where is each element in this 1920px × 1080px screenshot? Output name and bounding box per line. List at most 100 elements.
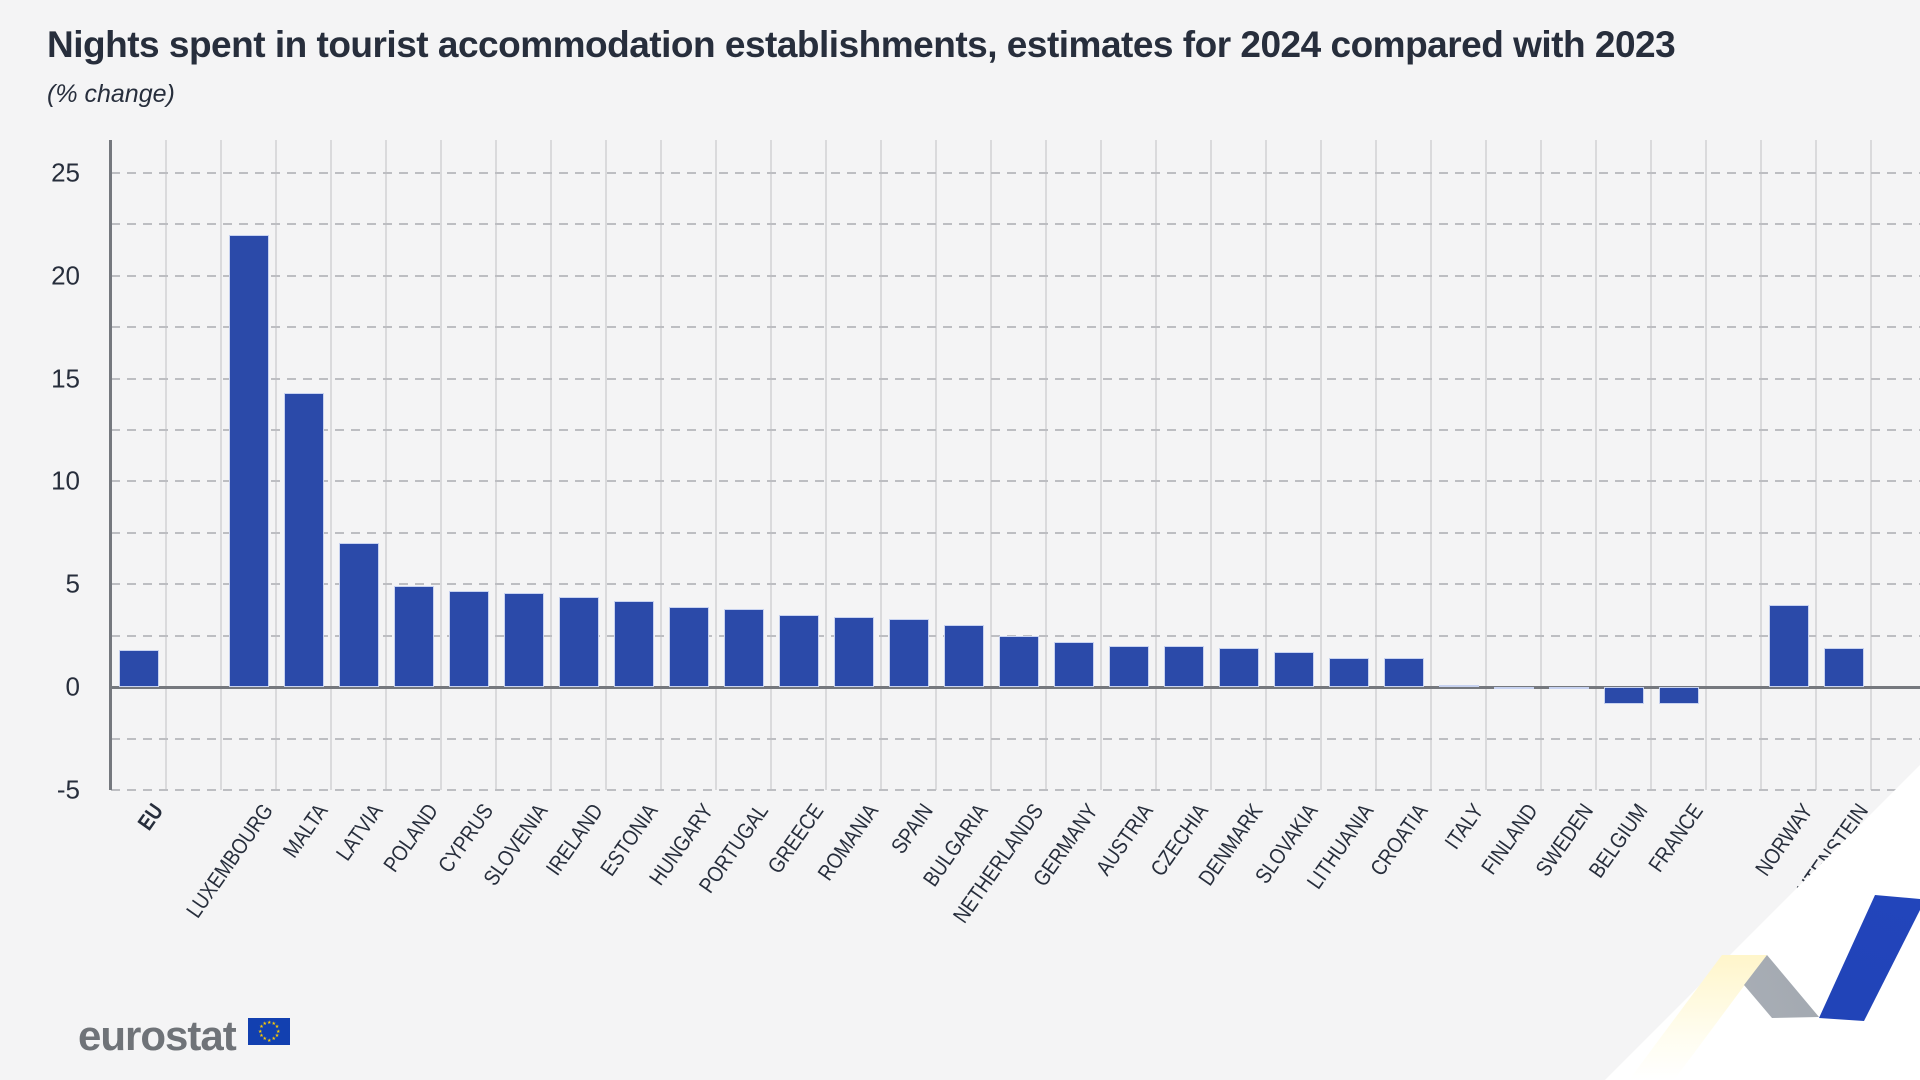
flag-star-icon: ★ bbox=[259, 1033, 264, 1039]
gridline-vertical bbox=[605, 140, 607, 790]
bar-romania bbox=[833, 617, 874, 688]
y-axis-line bbox=[109, 140, 112, 790]
gridline-vertical bbox=[1155, 140, 1157, 790]
gridline-vertical bbox=[825, 140, 827, 790]
gridline-vertical bbox=[1595, 140, 1597, 790]
bar-latvia bbox=[338, 543, 379, 688]
gridline-horizontal bbox=[111, 377, 1920, 380]
flag-star-icon: ★ bbox=[274, 1024, 280, 1030]
gridline-vertical bbox=[990, 140, 992, 790]
gridline-vertical bbox=[715, 140, 717, 790]
eu-flag-icon: ★ ★ ★ ★ ★ ★ ★ ★ ★ ★ ★ ★ bbox=[248, 1018, 290, 1045]
gridline-vertical bbox=[1485, 140, 1487, 790]
flag-star-icon: ★ bbox=[262, 1036, 267, 1043]
bar-czechia bbox=[1163, 646, 1204, 688]
gridline-horizontal bbox=[111, 326, 1920, 329]
gridline-horizontal bbox=[111, 171, 1920, 174]
bar-cyprus bbox=[448, 590, 489, 688]
bar-italy bbox=[1438, 685, 1479, 688]
y-axis-tick-label: -5 bbox=[56, 774, 80, 805]
zero-baseline bbox=[111, 685, 1920, 689]
gridline-vertical bbox=[1045, 140, 1047, 790]
bar-croatia bbox=[1383, 658, 1424, 688]
gridline-vertical bbox=[165, 140, 167, 790]
gridline-vertical bbox=[1650, 140, 1652, 790]
x-axis-label-spain: SPAIN bbox=[886, 799, 938, 859]
gridline-vertical bbox=[1815, 140, 1817, 790]
gridline-horizontal bbox=[111, 737, 1920, 740]
flag-star-icon: ★ bbox=[259, 1024, 264, 1030]
gridline-horizontal bbox=[111, 274, 1920, 277]
y-axis-tick-label: 15 bbox=[51, 363, 80, 394]
gridline-vertical bbox=[1265, 140, 1267, 790]
eurostat-logo: eurostat ★ ★ ★ ★ ★ ★ ★ ★ ★ ★ ★ ★ bbox=[78, 1012, 290, 1060]
gridline-vertical bbox=[220, 140, 222, 790]
gridline-vertical bbox=[1210, 140, 1212, 790]
gridline-vertical bbox=[1540, 140, 1542, 790]
bar-germany bbox=[1053, 641, 1094, 688]
bar-slovenia bbox=[503, 592, 544, 688]
gridline-vertical bbox=[495, 140, 497, 790]
bar-lithuania bbox=[1328, 658, 1369, 688]
bar-portugal bbox=[723, 609, 764, 688]
eurostat-logo-text: eurostat bbox=[78, 1012, 237, 1059]
x-axis-label-poland: POLAND bbox=[378, 799, 443, 877]
bar-france bbox=[1658, 687, 1699, 704]
page-title: Nights spent in tourist accommodation es… bbox=[47, 24, 1676, 65]
flag-star-icon: ★ bbox=[258, 1028, 263, 1035]
gridline-vertical bbox=[1760, 140, 1762, 790]
gridline-vertical bbox=[275, 140, 277, 790]
bar-hungary bbox=[668, 606, 709, 688]
gridline-vertical bbox=[1375, 140, 1377, 790]
flag-star-icon: ★ bbox=[267, 1019, 272, 1026]
gridline-vertical bbox=[770, 140, 772, 790]
gridline-vertical bbox=[1705, 140, 1707, 790]
bar-slovakia bbox=[1273, 652, 1314, 688]
gridline-horizontal bbox=[111, 223, 1920, 226]
bar-luxembourg bbox=[228, 234, 269, 688]
y-axis-tick-label: 25 bbox=[51, 157, 80, 188]
bar-sweden bbox=[1548, 687, 1589, 690]
bar-ireland bbox=[558, 596, 599, 688]
bar-spain bbox=[888, 619, 929, 688]
gridline-horizontal bbox=[111, 789, 1920, 792]
gridline-horizontal bbox=[111, 583, 1920, 586]
gridline-vertical bbox=[550, 140, 552, 790]
gridline-vertical bbox=[1430, 140, 1432, 790]
gridline-vertical bbox=[440, 140, 442, 790]
bar-eu bbox=[118, 650, 159, 688]
x-axis-label-luxembourg: LUXEMBOURG bbox=[181, 799, 278, 923]
bar-liechtenstein bbox=[1823, 648, 1864, 688]
bar-bulgaria bbox=[943, 625, 984, 688]
flag-star-icon: ★ bbox=[276, 1028, 281, 1035]
bar-greece bbox=[778, 615, 819, 688]
flag-star-icon: ★ bbox=[262, 1020, 267, 1027]
bar-poland bbox=[393, 586, 434, 688]
y-axis-tick-label: 0 bbox=[65, 671, 80, 702]
gridline-vertical bbox=[880, 140, 882, 790]
x-axis-label-eu: EU bbox=[132, 799, 168, 835]
bar-norway bbox=[1768, 604, 1809, 688]
bar-finland bbox=[1493, 687, 1534, 690]
gridline-horizontal bbox=[111, 480, 1920, 483]
flag-star-icon: ★ bbox=[271, 1020, 276, 1027]
bar-belgium bbox=[1603, 687, 1644, 704]
flag-star-icon: ★ bbox=[271, 1036, 276, 1043]
bar-malta bbox=[283, 392, 324, 688]
y-axis-tick-label: 5 bbox=[65, 568, 80, 599]
x-axis-label-malta: MALTA bbox=[278, 799, 333, 863]
y-axis-tick-label: 10 bbox=[51, 465, 80, 496]
y-axis-tick-label: 20 bbox=[51, 260, 80, 291]
gridline-horizontal bbox=[111, 429, 1920, 432]
bar-denmark bbox=[1218, 648, 1259, 688]
bar-netherlands bbox=[998, 635, 1039, 688]
gridline-vertical bbox=[1320, 140, 1322, 790]
page-subtitle: (% change) bbox=[47, 80, 175, 108]
flag-star-icon: ★ bbox=[274, 1033, 280, 1039]
bar-austria bbox=[1108, 646, 1149, 688]
x-axis-label-france: FRANCE bbox=[1643, 799, 1708, 877]
gridline-vertical bbox=[660, 140, 662, 790]
gridline-vertical bbox=[935, 140, 937, 790]
x-axis-label-latvia: LATVIA bbox=[331, 799, 388, 865]
